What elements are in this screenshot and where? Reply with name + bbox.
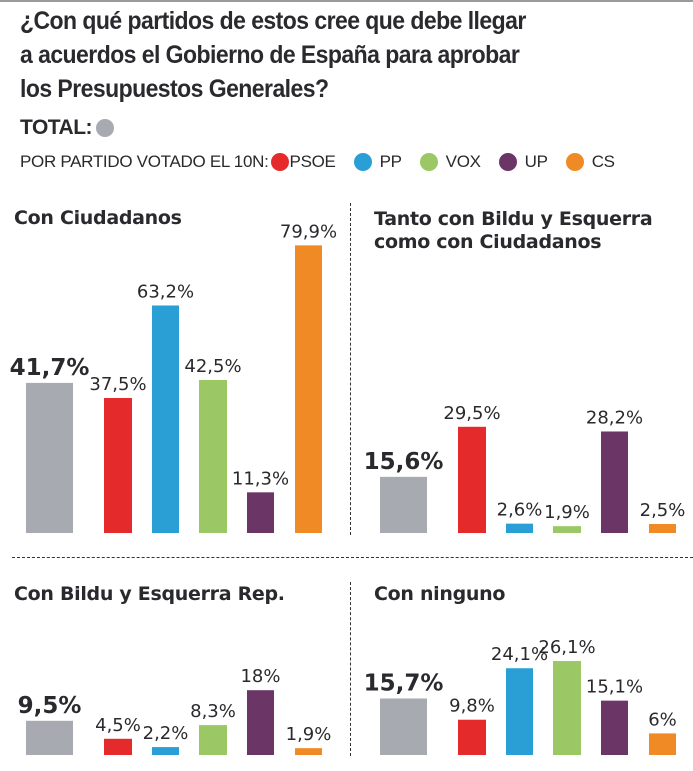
title-line-2: a acuerdos el Gobierno de España para ap… [20,41,520,69]
legend-item-pp: PP [353,152,402,172]
bar-pp [506,668,533,755]
data-label-vox: 1,9% [544,502,590,523]
data-label-vox: 26,1% [538,637,595,658]
panel-title-line-2: como con Ciudadanos [374,231,602,253]
data-label-vox: 8,3% [190,701,236,722]
vox-swatch-icon [419,153,438,171]
bar-cs [295,245,322,534]
bar-pp [152,747,179,755]
legend-item-label: PP [379,152,402,171]
chart-panel-2: 15,6% 29,5% 2,6% 1,9% 28,2% 2,5% [364,403,686,533]
bar-pp [506,523,533,533]
party-legend: POR PARTIDO VOTADO EL 10N: PSOE PP VOX U… [20,152,633,172]
bar-up [247,690,274,755]
bar-vox [199,380,227,533]
chart-title: ¿Con qué partidos de estos cree que debe… [20,4,609,106]
bar-pp [152,305,179,533]
total-swatch-icon [96,119,115,137]
bar-up [601,431,628,533]
data-label-cs: 6% [648,709,677,730]
legend-item-up: UP [498,152,548,172]
vertical-divider-top [350,203,351,535]
data-label-total: 15,6% [364,449,444,475]
panel-title-text: Con Ciudadanos [14,207,182,229]
data-label-up: 28,2% [586,407,643,428]
panel-title-text: Con ninguno [374,583,506,605]
legend-item-psoe: PSOE [270,152,336,172]
bar-psoe [104,398,132,533]
bar-psoe [458,719,486,755]
data-label-total: 15,7% [364,670,444,696]
data-label-up: 11,3% [232,468,289,489]
data-label-vox: 42,5% [184,356,241,377]
bar-cs [295,748,322,755]
bar-vox [553,661,581,755]
bar-psoe [104,738,132,755]
data-label-psoe: 4,5% [95,715,141,736]
legend-item-label: CS [591,152,615,171]
data-label-pp: 63,2% [137,281,194,302]
data-label-psoe: 9,8% [449,696,495,717]
bar-total [380,698,427,755]
data-label-cs: 2,5% [640,500,686,521]
panel-title-tanto-con: Tanto con Bildu y Esquerra como con Ciud… [374,208,653,254]
data-label-pp: 2,6% [497,500,543,521]
legend-item-cs: CS [565,152,615,172]
data-label-cs: 79,9% [280,221,337,242]
data-label-up: 15,1% [586,677,643,698]
panel-title-con-ninguno: Con ninguno [374,583,505,606]
bar-cs [649,733,676,755]
data-label-up: 18% [240,666,280,687]
bar-total [26,382,73,533]
panel-title-line-1: Tanto con Bildu y Esquerra [374,208,653,230]
bar-vox [553,526,581,533]
pp-swatch-icon [353,153,372,171]
panel-title-text: Con Bildu y Esquerra Rep. [14,583,285,605]
up-swatch-icon [498,153,517,171]
chart-panel-3: 9,5% 4,5% 2,2%8,3%18% 1,9% [18,666,332,755]
data-label-psoe: 37,5% [89,374,146,395]
legend-item-label: VOX [445,152,481,171]
legend-item-vox: VOX [419,152,481,172]
vertical-divider-bottom [350,582,351,756]
bar-up [601,700,628,755]
bar-vox [199,725,227,755]
data-label-pp: 24,1% [491,644,548,665]
bar-cs [649,524,676,533]
top-rule [0,0,693,2]
data-label-psoe: 29,5% [443,403,500,424]
chart-panel-4: 15,7%9,8% 24,1%26,1% 15,1%6% [364,637,677,755]
total-legend: TOTAL: [20,116,115,140]
data-label-total: 41,7% [10,355,90,381]
legend-label: POR PARTIDO VOTADO EL 10N: [20,152,269,171]
bar-psoe [458,426,486,533]
title-line-3: los Presupuestos Generales? [20,75,329,103]
legend-item-label: PSOE [289,152,336,171]
cs-swatch-icon [565,153,584,171]
bar-total [26,720,73,755]
title-line-1: ¿Con qué partidos de estos cree que debe… [20,7,526,35]
psoe-swatch-icon [270,153,289,171]
data-label-pp: 2,2% [143,723,189,744]
bar-total [380,476,427,533]
horizontal-divider [12,557,693,558]
legend-item-label: UP [524,152,548,171]
chart-panel-1: 41,7%37,5% 63,2% 42,5% 11,3% 79,9% [10,221,337,534]
panel-title-con-bildu: Con Bildu y Esquerra Rep. [14,583,285,606]
bar-up [247,492,274,533]
total-label: TOTAL: [20,116,93,139]
data-label-total: 9,5% [18,693,82,719]
data-label-cs: 1,9% [286,724,332,745]
panel-title-con-ciudadanos: Con Ciudadanos [14,207,182,230]
